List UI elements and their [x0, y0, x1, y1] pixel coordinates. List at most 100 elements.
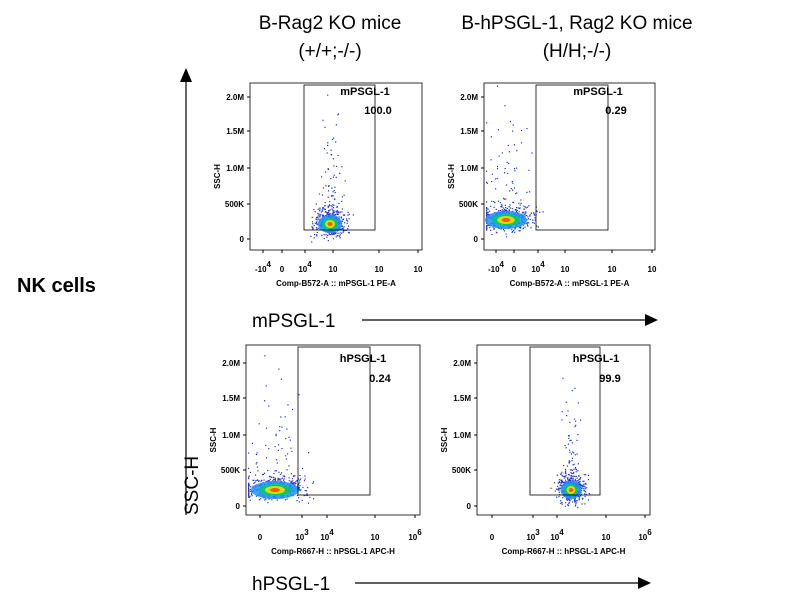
event-dot — [571, 469, 574, 471]
event-dot — [248, 483, 250, 485]
event-dot — [561, 481, 563, 484]
y-tick-label: 1.5M — [453, 394, 471, 403]
event-dot — [313, 225, 315, 227]
x-tick-label: 0 — [258, 533, 263, 542]
event-dot — [579, 481, 581, 483]
event-dot — [502, 229, 505, 231]
event-dot — [524, 226, 526, 228]
event-dot — [285, 458, 288, 460]
event-dot — [335, 176, 337, 178]
event-dot — [322, 207, 324, 209]
event-dot — [511, 229, 513, 231]
event-dot — [579, 484, 582, 486]
event-dot — [248, 494, 250, 496]
event-dot — [560, 480, 563, 482]
event-dot — [262, 473, 265, 475]
event-dot — [577, 434, 579, 436]
event-dot — [280, 416, 282, 418]
event-dot — [299, 485, 301, 487]
event-dot — [487, 214, 489, 216]
event-dot — [520, 202, 522, 204]
event-dot — [512, 182, 514, 184]
event-dot — [567, 478, 569, 480]
event-dot — [573, 463, 575, 465]
y-tick-label: 1.5M — [226, 127, 244, 136]
event-dot — [558, 491, 560, 493]
event-dot — [312, 482, 314, 484]
event-dot — [558, 487, 560, 489]
event-dot — [537, 226, 539, 228]
x-tick-label: 104 — [550, 528, 564, 542]
event-dot — [260, 498, 262, 500]
event-dot — [272, 476, 275, 478]
event-dot — [516, 167, 518, 169]
event-dot — [576, 480, 579, 482]
event-dot — [569, 440, 571, 442]
event-dot — [511, 231, 513, 233]
event-dot — [578, 475, 580, 477]
event-dot — [508, 151, 510, 153]
event-dot — [251, 442, 253, 444]
event-dot — [321, 214, 324, 216]
event-dot — [342, 230, 344, 232]
y-tick-label: 1.0M — [460, 164, 478, 173]
x-tick-base: 10 — [329, 265, 338, 274]
event-dot — [562, 497, 564, 499]
event-dot — [323, 208, 325, 210]
event-dot — [332, 213, 334, 215]
event-dot — [577, 470, 579, 472]
y-tick-label: 1.0M — [453, 431, 471, 440]
event-dot — [319, 215, 321, 217]
event-dot — [333, 207, 335, 209]
event-dot — [516, 192, 518, 194]
event-dot — [324, 208, 326, 210]
x-axis-title: Comp-B572-A :: mPSGL-1 PE-A — [510, 279, 630, 288]
event-dot — [501, 205, 503, 207]
event-dot — [486, 214, 488, 216]
event-dot — [569, 451, 571, 453]
event-dot — [339, 211, 341, 213]
event-dot — [505, 209, 507, 211]
event-dot — [264, 355, 266, 357]
plot-frame — [483, 82, 656, 251]
event-dot — [583, 485, 585, 487]
event-dot — [550, 487, 552, 489]
event-dot — [568, 498, 570, 500]
event-dot — [539, 211, 541, 213]
event-dot — [486, 212, 488, 214]
y-axis-title: SSC-H — [447, 164, 456, 189]
x-tick-exp: 3 — [304, 528, 309, 537]
x-tick-label: 10 — [329, 265, 338, 274]
event-dot — [574, 505, 576, 507]
event-dot — [490, 159, 492, 161]
event-dot — [270, 476, 272, 478]
event-dot — [579, 483, 581, 485]
event-dot — [331, 187, 333, 189]
event-dot — [335, 124, 337, 126]
event-dot — [529, 215, 531, 217]
event-dot — [337, 211, 339, 213]
event-dot — [319, 210, 321, 212]
event-dot — [337, 114, 339, 116]
event-dot — [316, 216, 319, 219]
density-core — [327, 222, 333, 226]
event-dot — [332, 176, 334, 178]
event-dot — [287, 404, 289, 406]
x-tick-base: 10 — [298, 265, 307, 274]
event-dot — [333, 210, 335, 212]
event-dot — [568, 478, 570, 481]
event-dot — [532, 222, 534, 224]
density-core — [501, 218, 511, 222]
event-dot — [567, 410, 569, 412]
event-dot — [278, 444, 280, 446]
event-dot — [582, 497, 584, 499]
event-dot — [327, 205, 329, 207]
event-dot — [306, 493, 308, 495]
event-dot — [570, 498, 572, 500]
event-dot — [536, 225, 538, 227]
event-dot — [505, 184, 508, 186]
event-dot — [336, 213, 338, 215]
event-dot — [496, 165, 499, 168]
event-dot — [273, 472, 275, 475]
event-dot — [575, 501, 577, 503]
